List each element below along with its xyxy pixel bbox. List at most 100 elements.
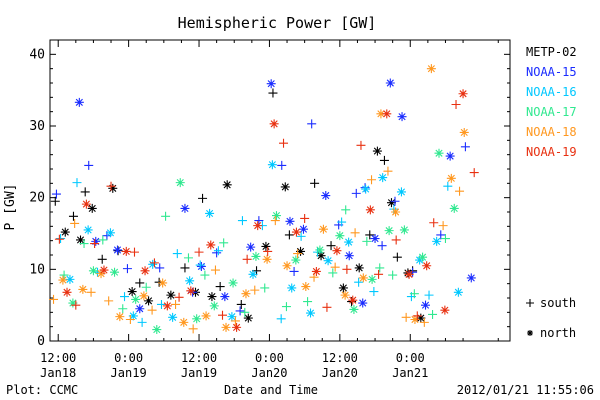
north-point: [386, 198, 396, 208]
north-point: [228, 278, 238, 288]
x-tick-label-time: 12:00: [40, 351, 76, 365]
north-point: [280, 182, 290, 192]
north-point: [87, 203, 97, 213]
x-tick-label-date: Jan19: [181, 366, 217, 380]
north-point: [418, 252, 428, 262]
south-point: [409, 289, 419, 299]
north-point: [453, 287, 463, 297]
marker-legend-north: north: [540, 326, 576, 340]
north-point: [285, 216, 295, 226]
north-point: [269, 119, 279, 129]
north-point: [344, 251, 354, 261]
north-point: [296, 246, 306, 256]
north-point: [458, 89, 468, 99]
south-point: [171, 299, 181, 309]
series-noaa-16: [56, 160, 463, 327]
y-tick-label: 40: [29, 47, 45, 62]
north-point: [321, 191, 331, 201]
north-point: [78, 284, 88, 294]
south-point: [80, 187, 90, 197]
north-point: [271, 211, 281, 221]
north-point: [128, 311, 138, 321]
south-point: [149, 258, 159, 268]
south-point: [71, 300, 81, 310]
south-point: [90, 239, 100, 249]
south-point: [455, 186, 465, 196]
north-point: [110, 267, 120, 277]
y-tick-label: 30: [29, 119, 45, 134]
north-point: [315, 245, 325, 255]
north-point: [60, 227, 70, 237]
north-point: [152, 325, 162, 335]
south-point: [198, 193, 208, 203]
south-point: [268, 88, 278, 98]
south-point: [326, 241, 336, 251]
north-point: [186, 286, 196, 296]
south-point: [270, 216, 280, 226]
south-point: [296, 231, 306, 241]
north-point: [166, 290, 176, 300]
south-point: [440, 234, 450, 244]
south-point: [236, 299, 246, 309]
north-point: [209, 301, 219, 311]
south-point: [419, 317, 429, 327]
north-point: [282, 261, 292, 271]
series-noaa-17: [59, 148, 459, 335]
south-point: [350, 228, 360, 238]
north-point: [148, 259, 158, 269]
south-point: [279, 138, 289, 148]
south-point: [277, 160, 287, 170]
south-point: [155, 263, 165, 273]
north-point: [382, 109, 392, 119]
north-point: [338, 283, 348, 293]
series-legend: METP-02 NOAA-15 NOAA-16 NOAA-17 NOAA-18 NOAA-…: [526, 45, 577, 159]
south-point: [377, 241, 387, 251]
south-point: [424, 290, 434, 300]
south-point: [156, 299, 166, 309]
south-point: [260, 283, 270, 293]
south-point: [97, 254, 107, 264]
north-point: [205, 208, 215, 218]
south-point: [428, 309, 438, 319]
north-point: [344, 237, 354, 247]
south-point: [147, 305, 157, 315]
north-point: [185, 276, 195, 286]
north-point: [246, 242, 256, 252]
north-point: [391, 207, 401, 217]
south-point: [365, 230, 375, 240]
north-point: [135, 304, 145, 314]
south-point: [351, 188, 361, 198]
north-point: [62, 287, 72, 297]
south-point: [310, 178, 320, 188]
south-point: [172, 249, 182, 259]
south-point: [213, 246, 223, 256]
north-point: [466, 273, 476, 283]
south-point: [180, 263, 190, 273]
south-point: [337, 217, 347, 227]
south-point: [284, 230, 294, 240]
north-point: [58, 275, 68, 285]
north-point: [253, 221, 263, 231]
south-point: [451, 100, 461, 109]
legend-entry-noaa-15: NOAA-15: [526, 65, 577, 79]
chart-marks: [49, 64, 479, 335]
south-point: [374, 269, 384, 279]
north-point: [361, 184, 371, 194]
north-point: [421, 300, 431, 310]
north-point: [248, 269, 258, 279]
south-point: [50, 196, 60, 206]
north-point: [99, 265, 109, 275]
north-point: [131, 294, 141, 304]
north-point: [105, 228, 115, 238]
north-point: [384, 226, 394, 236]
series-noaa-15: [51, 78, 476, 316]
south-point: [322, 302, 332, 312]
north-point: [306, 308, 316, 318]
south-point: [330, 262, 340, 272]
north-point: [144, 296, 154, 306]
south-point: [122, 264, 132, 274]
north-point: [162, 301, 172, 311]
south-point: [429, 218, 439, 228]
north-point: [262, 254, 272, 264]
